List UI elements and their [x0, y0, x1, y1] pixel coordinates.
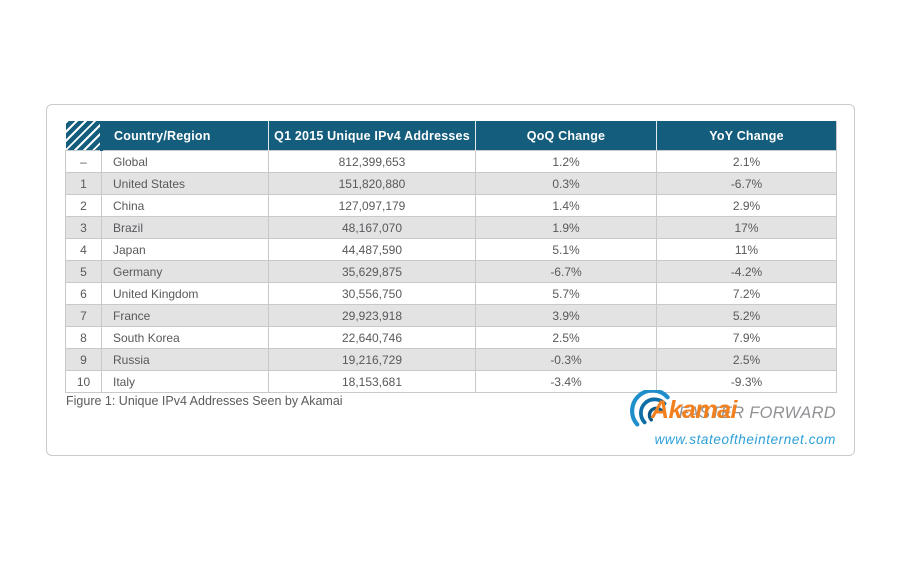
addresses-cell: 35,629,875: [268, 260, 476, 283]
addresses-cell: 44,487,590: [268, 238, 476, 261]
figure-caption: Figure 1: Unique IPv4 Addresses Seen by …: [66, 394, 343, 408]
addresses-cell: 151,820,880: [268, 172, 476, 195]
qoq-change-cell: 1.9%: [475, 216, 657, 239]
table-row: 6 United Kingdom 30,556,750 5.7% 7.2%: [65, 282, 837, 305]
addresses-cell: 812,399,653: [268, 150, 476, 173]
yoy-change-cell: 11%: [656, 238, 837, 261]
country-cell: China: [101, 194, 269, 217]
figure-panel: Country/Region Q1 2015 Unique IPv4 Addre…: [46, 104, 855, 456]
qoq-change-cell: -3.4%: [475, 370, 657, 393]
qoq-change-cell: 2.5%: [475, 326, 657, 349]
rank-cell: 8: [65, 326, 102, 349]
yoy-change-cell: 7.9%: [656, 326, 837, 349]
akamai-tagline: FASTER FORWARD: [678, 404, 836, 422]
country-cell: Germany: [101, 260, 269, 283]
qoq-change-cell: 1.4%: [475, 194, 657, 217]
addresses-cell: 48,167,070: [268, 216, 476, 239]
qoq-change-cell: 1.2%: [475, 150, 657, 173]
table-row: 9 Russia 19,216,729 -0.3% 2.5%: [65, 348, 837, 371]
yoy-change-cell: 5.2%: [656, 304, 837, 327]
country-cell: United States: [101, 172, 269, 195]
yoy-change-cell: 2.9%: [656, 194, 837, 217]
addresses-cell: 18,153,681: [268, 370, 476, 393]
table-row: 7 France 29,923,918 3.9% 5.2%: [65, 304, 837, 327]
rank-cell: 5: [65, 260, 102, 283]
yoy-change-cell: 2.5%: [656, 348, 837, 371]
col-header-yoy-change: YoY Change: [656, 121, 837, 151]
addresses-cell: 30,556,750: [268, 282, 476, 305]
qoq-change-cell: -0.3%: [475, 348, 657, 371]
qoq-change-cell: 3.9%: [475, 304, 657, 327]
table-row: 1 United States 151,820,880 0.3% -6.7%: [65, 172, 837, 195]
table-row: 8 South Korea 22,640,746 2.5% 7.9%: [65, 326, 837, 349]
addresses-cell: 22,640,746: [268, 326, 476, 349]
rank-cell: 9: [65, 348, 102, 371]
soti-website-link[interactable]: www.stateoftheinternet.com: [654, 432, 836, 447]
col-header-unique-ipv4-addresses: Q1 2015 Unique IPv4 Addresses: [268, 121, 476, 151]
hatch-pattern-cell: [65, 121, 103, 151]
rank-cell: 2: [65, 194, 102, 217]
country-cell: Global: [101, 150, 269, 173]
country-cell: Japan: [101, 238, 269, 261]
addresses-cell: 127,097,179: [268, 194, 476, 217]
akamai-swoosh-icon: [630, 388, 676, 436]
rank-cell: –: [65, 150, 102, 173]
yoy-change-cell: 2.1%: [656, 150, 837, 173]
addresses-cell: 19,216,729: [268, 348, 476, 371]
yoy-change-cell: -4.2%: [656, 260, 837, 283]
table-row: 2 China 127,097,179 1.4% 2.9%: [65, 194, 837, 217]
qoq-change-cell: 5.7%: [475, 282, 657, 305]
table-row: 10 Italy 18,153,681 -3.4% -9.3%: [65, 370, 837, 393]
table-row: 4 Japan 44,487,590 5.1% 11%: [65, 238, 837, 261]
table-row: – Global 812,399,653 1.2% 2.1%: [65, 150, 837, 173]
yoy-change-cell: -9.3%: [656, 370, 837, 393]
table-header-row: Country/Region Q1 2015 Unique IPv4 Addre…: [65, 121, 837, 151]
table-row: 5 Germany 35,629,875 -6.7% -4.2%: [65, 260, 837, 283]
country-cell: Brazil: [101, 216, 269, 239]
table-row: 3 Brazil 48,167,070 1.9% 17%: [65, 216, 837, 239]
country-cell: Italy: [101, 370, 269, 393]
ipv4-table-body: – Global 812,399,653 1.2% 2.1% 1 United …: [65, 150, 837, 393]
akamai-branding: Akamai FASTER FORWARD www.stateoftheinte…: [606, 388, 836, 452]
country-cell: South Korea: [101, 326, 269, 349]
rank-cell: 7: [65, 304, 102, 327]
ipv4-addresses-table: Country/Region Q1 2015 Unique IPv4 Addre…: [65, 121, 837, 393]
akamai-logo-text: Akamai: [651, 396, 737, 424]
country-cell: France: [101, 304, 269, 327]
rank-cell: 4: [65, 238, 102, 261]
col-header-qoq-change: QoQ Change: [475, 121, 657, 151]
rank-cell: 10: [65, 370, 102, 393]
country-cell: Russia: [101, 348, 269, 371]
rank-cell: 1: [65, 172, 102, 195]
addresses-cell: 29,923,918: [268, 304, 476, 327]
country-cell: United Kingdom: [101, 282, 269, 305]
rank-cell: 3: [65, 216, 102, 239]
qoq-change-cell: 5.1%: [475, 238, 657, 261]
yoy-change-cell: -6.7%: [656, 172, 837, 195]
qoq-change-cell: 0.3%: [475, 172, 657, 195]
yoy-change-cell: 7.2%: [656, 282, 837, 305]
qoq-change-cell: -6.7%: [475, 260, 657, 283]
yoy-change-cell: 17%: [656, 216, 837, 239]
rank-cell: 6: [65, 282, 102, 305]
col-header-country-region: Country/Region: [101, 121, 269, 151]
